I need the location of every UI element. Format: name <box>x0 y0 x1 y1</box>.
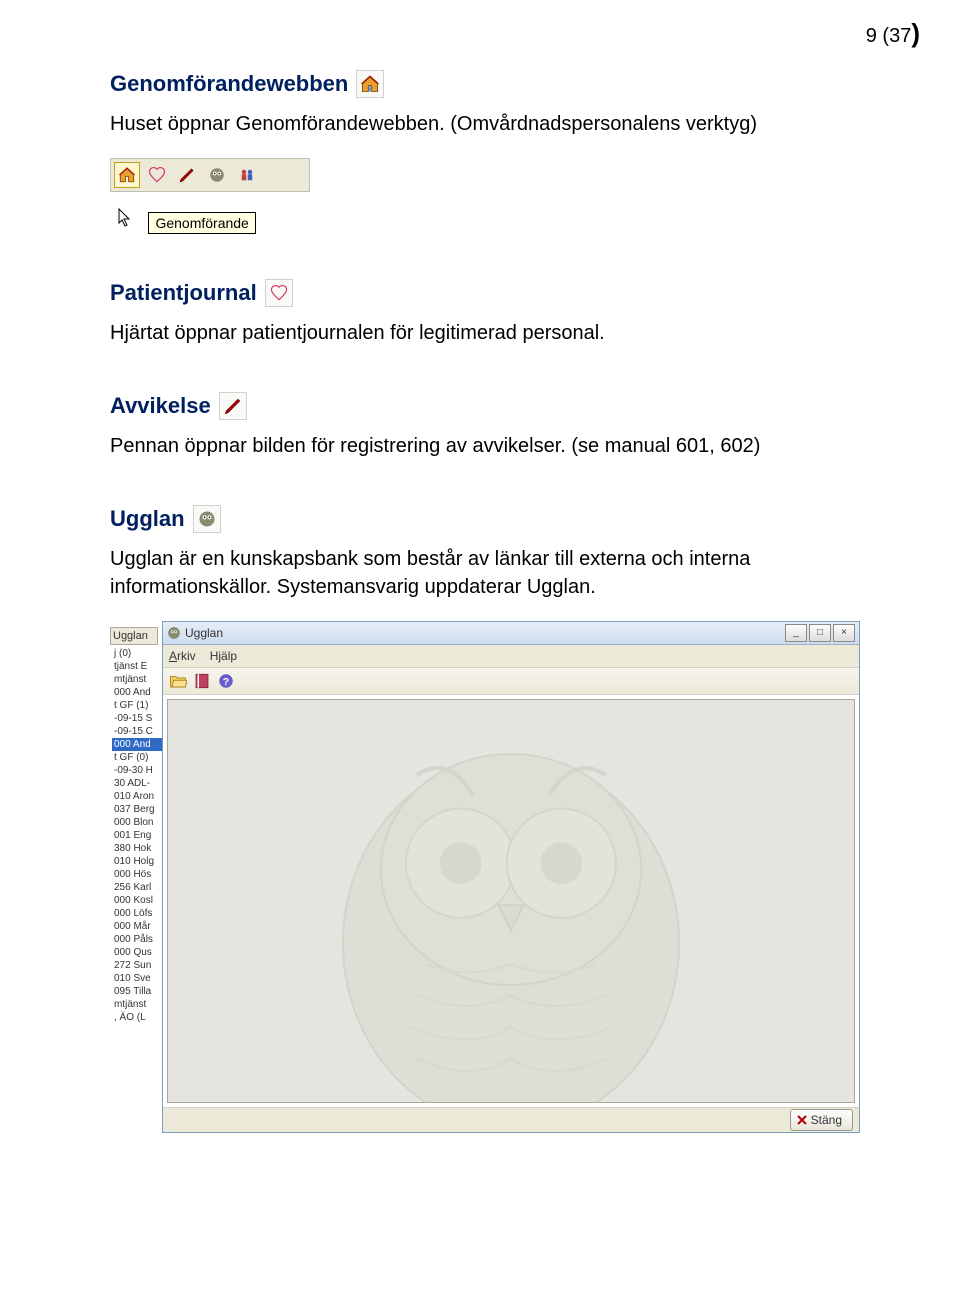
side-item[interactable]: 000 And <box>112 686 162 699</box>
side-item[interactable]: -09-15 S <box>112 712 162 725</box>
toolbar-owl-icon[interactable] <box>204 162 230 188</box>
help-icon[interactable]: ? <box>217 672 235 690</box>
body-avvikelse: Pennan öppnar bilden för registrering av… <box>110 432 860 460</box>
open-folder-icon[interactable] <box>169 672 187 690</box>
toolbar-people-icon[interactable] <box>234 162 260 188</box>
toolbar-pen-icon[interactable] <box>174 162 200 188</box>
side-item[interactable]: 000 Hös <box>112 868 162 881</box>
side-item[interactable]: 010 Holg <box>112 855 162 868</box>
owl-background <box>291 712 731 1103</box>
heading-genomforandewebben: Genomförandewebben <box>110 70 860 98</box>
side-item[interactable]: 000 And <box>112 738 162 751</box>
maximize-button[interactable]: □ <box>809 624 831 642</box>
ugglan-window: Ugglan _ □ × Arkiv Hjälp ? <box>162 621 860 1133</box>
menu-arkiv[interactable]: Arkiv <box>169 649 196 663</box>
toolbar-house-icon[interactable] <box>114 162 140 188</box>
side-item[interactable]: tjänst E <box>112 660 162 673</box>
icon-toolbar: ? <box>163 668 859 695</box>
page-current: 9 <box>866 25 877 47</box>
svg-text:?: ? <box>223 676 229 688</box>
side-item[interactable]: t GF (1) <box>112 699 162 712</box>
toolbar-row <box>110 158 310 192</box>
side-item[interactable]: -09-30 H <box>112 764 162 777</box>
heart-icon <box>265 279 293 307</box>
menu-hjalp[interactable]: Hjälp <box>210 649 237 663</box>
heading-avvikelse: Avvikelse <box>110 392 860 420</box>
document-page: 9 (37) Genomförandewebben Huset öppnar G… <box>0 0 960 1193</box>
side-item[interactable]: 000 Löfs <box>112 907 162 920</box>
side-item[interactable]: 30 ADL- <box>112 777 162 790</box>
book-icon[interactable] <box>193 672 211 690</box>
heading-ugglan: Ugglan <box>110 505 860 533</box>
ugglan-content <box>167 699 855 1103</box>
side-item[interactable]: t GF (0) <box>112 751 162 764</box>
side-item[interactable]: 380 Hok <box>112 842 162 855</box>
close-window-button[interactable]: × <box>833 624 855 642</box>
side-strip: Ugglan j (0)tjänst Emtjänst000 Andt GF (… <box>110 621 162 1133</box>
house-icon <box>356 70 384 98</box>
titlebar: Ugglan _ □ × <box>163 622 859 645</box>
ugglan-screenshot: Ugglan j (0)tjänst Emtjänst000 Andt GF (… <box>110 621 860 1133</box>
titlebar-owl-icon <box>167 626 181 640</box>
close-button[interactable]: Stäng <box>790 1109 853 1131</box>
side-item[interactable]: -09-15 C <box>112 725 162 738</box>
toolbar-heart-icon[interactable] <box>144 162 170 188</box>
tooltip-genomforande: Genomförande <box>148 212 255 234</box>
side-item[interactable]: 001 Eng <box>112 829 162 842</box>
statusbar: Stäng <box>163 1107 859 1132</box>
owl-icon <box>193 505 221 533</box>
menubar: Arkiv Hjälp <box>163 645 859 668</box>
toolbar-screenshot: Genomförande <box>110 158 310 234</box>
side-item[interactable]: , ÄO (L <box>112 1011 162 1024</box>
cursor-icon <box>118 208 132 228</box>
side-item[interactable]: 010 Aron <box>112 790 162 803</box>
side-item[interactable]: 256 Karl <box>112 881 162 894</box>
close-x-icon <box>797 1115 807 1125</box>
side-item[interactable]: mtjänst <box>112 673 162 686</box>
page-total: 37 <box>889 25 911 47</box>
minimize-button[interactable]: _ <box>785 624 807 642</box>
side-item[interactable]: 000 Mår <box>112 920 162 933</box>
side-item[interactable]: j (0) <box>112 647 162 660</box>
body-ugglan: Ugglan är en kunskapsbank som består av … <box>110 545 860 601</box>
side-item[interactable]: 095 Tilla <box>112 985 162 998</box>
body-genomforandewebben: Huset öppnar Genomförandewebben. (Omvård… <box>110 110 860 138</box>
side-item[interactable]: 000 Påls <box>112 933 162 946</box>
window-title: Ugglan <box>185 626 223 640</box>
pen-icon <box>219 392 247 420</box>
side-item[interactable]: 000 Blon <box>112 816 162 829</box>
side-item[interactable]: mtjänst <box>112 998 162 1011</box>
side-item[interactable]: 000 Kosl <box>112 894 162 907</box>
side-item[interactable]: 000 Qus <box>112 946 162 959</box>
side-item[interactable]: 272 Sun <box>112 959 162 972</box>
side-tab[interactable]: Ugglan <box>110 627 158 645</box>
side-item[interactable]: 037 Berg <box>112 803 162 816</box>
side-item[interactable]: 010 Sve <box>112 972 162 985</box>
body-patientjournal: Hjärtat öppnar patientjournalen för legi… <box>110 319 860 347</box>
page-number: 9 (37) <box>866 18 920 49</box>
heading-patientjournal: Patientjournal <box>110 279 860 307</box>
